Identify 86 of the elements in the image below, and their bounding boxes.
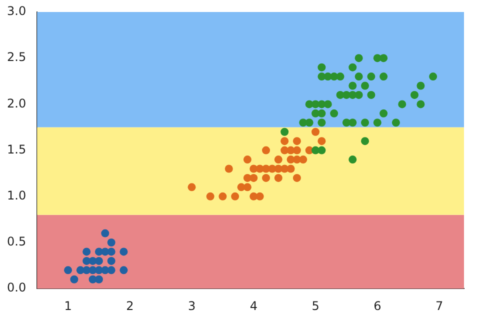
point <box>88 275 97 284</box>
point <box>361 82 370 90</box>
point <box>107 266 116 274</box>
point <box>380 109 388 118</box>
point <box>94 256 103 265</box>
point <box>292 146 301 154</box>
point <box>286 156 295 164</box>
point <box>312 109 320 118</box>
point <box>348 82 357 90</box>
point <box>361 137 370 146</box>
y-tick-label: 1.0 <box>6 188 26 203</box>
point <box>262 174 270 182</box>
point <box>250 174 258 182</box>
point <box>120 266 128 274</box>
point <box>380 72 388 81</box>
point <box>392 118 400 127</box>
x-tick-label: 3 <box>188 298 196 313</box>
point <box>82 248 91 256</box>
point <box>324 72 332 81</box>
point <box>318 118 326 127</box>
point <box>348 90 357 99</box>
x-tick-label: 1 <box>64 298 72 313</box>
point <box>336 72 344 81</box>
point <box>76 266 84 274</box>
point <box>330 109 338 118</box>
y-tick-label: 0.0 <box>6 280 26 295</box>
point <box>274 156 282 164</box>
x-tick-label: 6 <box>374 298 382 313</box>
point <box>348 156 357 164</box>
point <box>305 100 314 108</box>
point <box>82 256 91 265</box>
point <box>312 128 320 136</box>
y-tick-label: 0.5 <box>6 234 26 249</box>
point <box>188 183 196 192</box>
point <box>416 82 425 90</box>
point <box>398 100 406 108</box>
point <box>429 72 438 81</box>
point <box>367 72 376 81</box>
point <box>120 248 128 256</box>
point <box>324 100 332 108</box>
point <box>318 146 326 154</box>
point <box>101 248 110 256</box>
point <box>286 164 295 173</box>
point <box>299 118 308 127</box>
point <box>206 192 214 200</box>
point <box>299 156 308 164</box>
point <box>410 90 419 99</box>
x-tick-label: 4 <box>250 298 258 313</box>
point <box>342 118 350 127</box>
point <box>107 238 116 246</box>
y-tick-label: 1.5 <box>6 142 26 156</box>
point <box>262 164 270 173</box>
point <box>101 229 110 238</box>
point <box>416 100 425 108</box>
point <box>231 192 240 200</box>
point <box>361 118 370 127</box>
point <box>280 137 289 146</box>
point <box>373 118 382 127</box>
point <box>318 137 326 146</box>
point <box>367 90 376 99</box>
x-tick-label: 7 <box>435 298 444 313</box>
point <box>280 128 289 136</box>
point <box>107 256 116 265</box>
y-tick-label: 2.0 <box>6 96 26 110</box>
point <box>237 183 246 192</box>
y-tick-label: 2.5 <box>6 50 26 64</box>
point <box>380 54 388 62</box>
point <box>318 63 326 72</box>
x-tick-label: 5 <box>312 298 320 313</box>
point <box>354 54 363 62</box>
point <box>70 275 78 284</box>
point <box>256 192 264 200</box>
point <box>64 266 72 274</box>
point <box>262 146 270 154</box>
point <box>354 72 363 81</box>
point <box>292 137 301 146</box>
y-tick-label: 3.0 <box>6 4 26 18</box>
x-tick-label: 2 <box>126 298 134 313</box>
point <box>348 63 357 72</box>
point <box>218 192 227 200</box>
point <box>224 164 233 173</box>
point <box>274 174 282 182</box>
point <box>292 174 301 182</box>
point <box>336 90 344 99</box>
point <box>274 164 282 173</box>
point <box>243 156 252 164</box>
